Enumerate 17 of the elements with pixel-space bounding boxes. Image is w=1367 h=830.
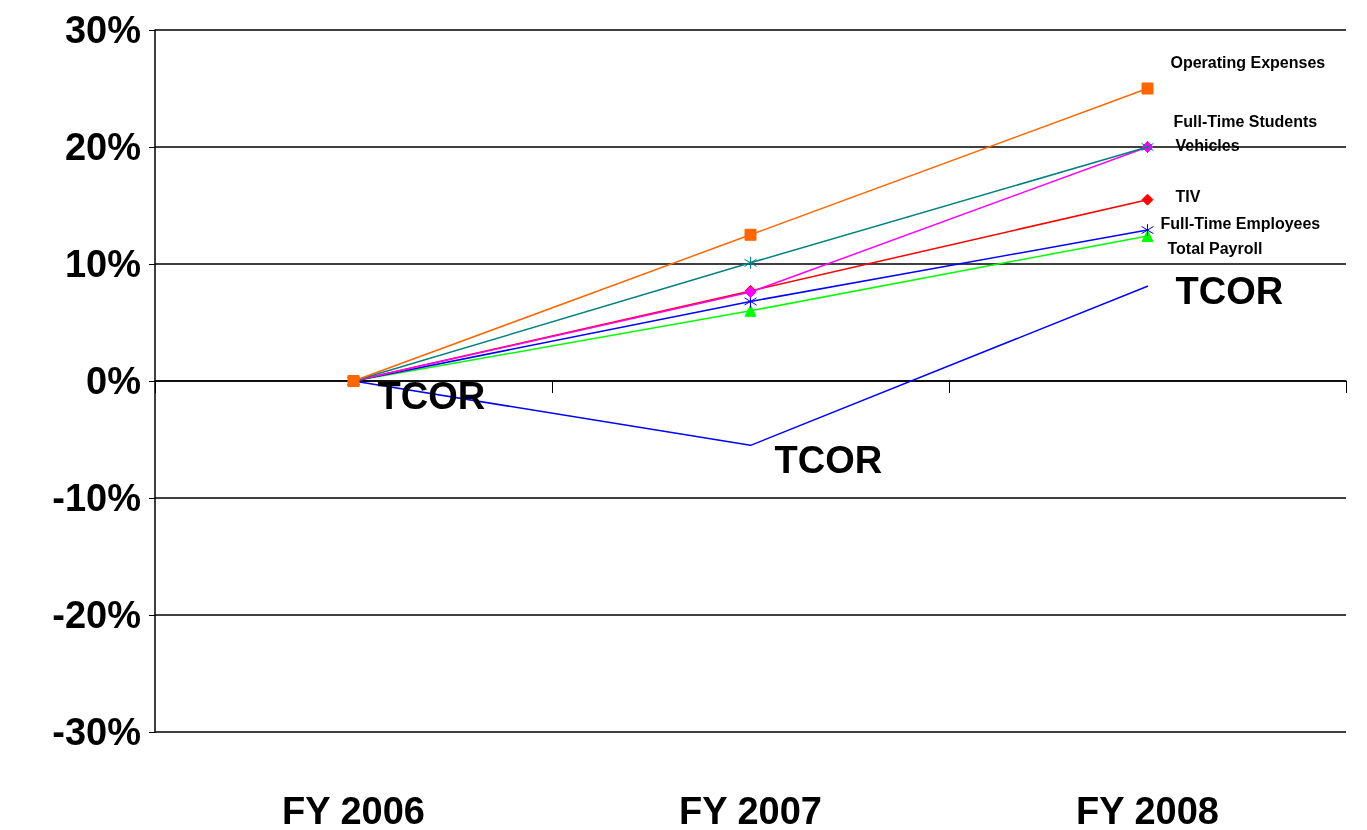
- y-tick-label: -10%: [52, 477, 141, 519]
- series-label: TIV: [1175, 188, 1201, 206]
- y-tick-label: -30%: [52, 711, 141, 753]
- series-label: Full-Time Employees: [1160, 214, 1321, 232]
- annotation: TCOR: [774, 439, 883, 482]
- y-tick-label: 10%: [64, 243, 141, 285]
- series-label: TCOR: [1175, 270, 1284, 313]
- x-tick-label: FY 2008: [1076, 790, 1219, 830]
- series-label: Operating Expenses: [1170, 54, 1326, 71]
- y-tick-label: 20%: [64, 126, 141, 168]
- series-label: Full-Time Students: [1173, 112, 1318, 130]
- y-tick-label: 30%: [64, 9, 141, 51]
- series-label: Total Payroll: [1167, 240, 1263, 258]
- y-tick-label: -20%: [52, 594, 141, 636]
- y-tick-label: 0%: [86, 360, 141, 402]
- x-tick-label: FY 2007: [679, 790, 822, 830]
- x-tick-label: FY 2006: [282, 790, 425, 830]
